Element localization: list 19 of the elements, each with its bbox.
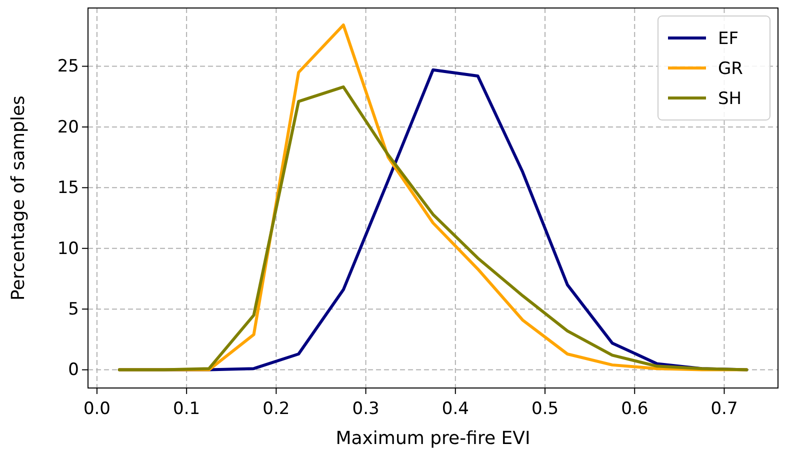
y-tick-label: 25 xyxy=(57,56,79,77)
x-tick-label: 0.4 xyxy=(442,399,469,419)
x-tick-label: 0.6 xyxy=(621,399,648,419)
y-tick-label: 20 xyxy=(57,117,79,138)
x-tick-label: 0.3 xyxy=(352,399,380,419)
y-tick-label: 10 xyxy=(57,238,79,259)
x-tick-label: 0.2 xyxy=(262,399,290,419)
x-tick-label: 0.1 xyxy=(173,399,200,419)
x-tick-label: 0.5 xyxy=(531,399,559,419)
x-tick-label: 0.0 xyxy=(83,399,110,419)
x-tick-label: 0.7 xyxy=(710,399,738,419)
y-tick-label: 15 xyxy=(57,178,79,198)
legend-label: SH xyxy=(718,88,742,109)
legend-label: GR xyxy=(718,58,744,79)
y-tick-label: 5 xyxy=(68,300,79,320)
x-axis-title: Maximum pre-fire EVI xyxy=(336,428,530,449)
legend-label: EF xyxy=(718,28,739,49)
y-axis-title: Percentage of samples xyxy=(8,96,29,300)
y-tick-label: 0 xyxy=(68,360,79,380)
